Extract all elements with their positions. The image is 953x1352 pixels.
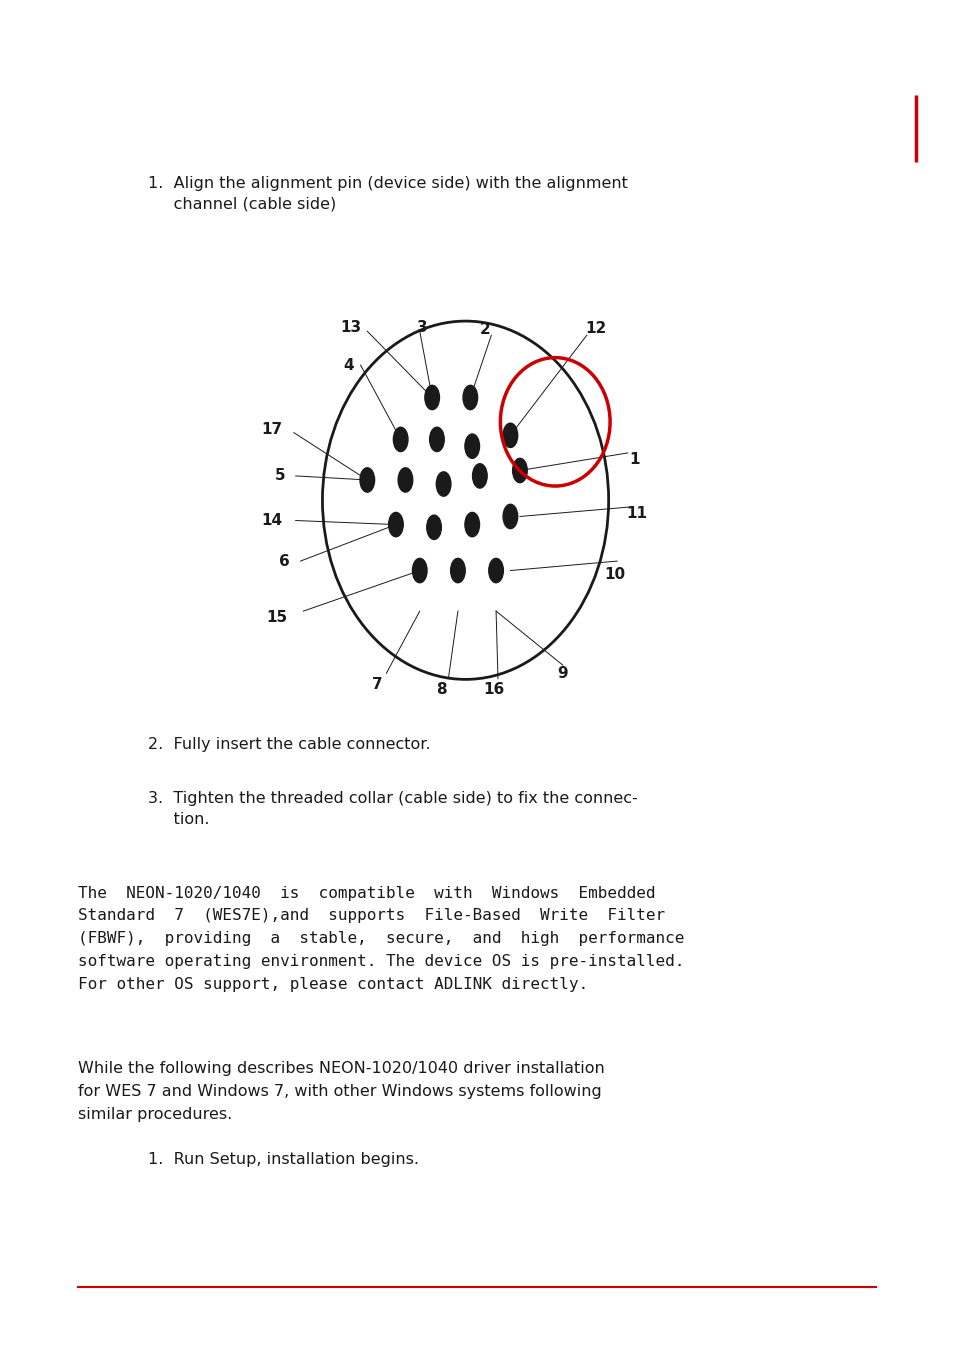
Text: 12: 12 <box>585 320 606 337</box>
Ellipse shape <box>388 512 403 537</box>
Text: 6: 6 <box>278 553 290 569</box>
Ellipse shape <box>397 468 413 492</box>
Ellipse shape <box>462 385 477 410</box>
Text: 9: 9 <box>557 665 568 681</box>
Text: 1.  Align the alignment pin (device side) with the alignment
     channel (cable: 1. Align the alignment pin (device side)… <box>148 176 627 212</box>
Ellipse shape <box>450 558 465 583</box>
Text: 1: 1 <box>628 452 639 468</box>
Text: 4: 4 <box>342 357 354 373</box>
Text: While the following describes NEON-1020/1040 driver installation
for WES 7 and W: While the following describes NEON-1020/… <box>78 1061 604 1122</box>
Ellipse shape <box>436 472 451 496</box>
Text: 2: 2 <box>478 322 490 338</box>
Text: 3: 3 <box>416 319 428 335</box>
Text: 17: 17 <box>261 422 282 438</box>
Ellipse shape <box>464 512 479 537</box>
Ellipse shape <box>426 515 441 539</box>
Ellipse shape <box>429 427 444 452</box>
Text: 1.  Run Setup, installation begins.: 1. Run Setup, installation begins. <box>148 1152 418 1167</box>
Text: 3.  Tighten the threaded collar (cable side) to fix the connec-
     tion.: 3. Tighten the threaded collar (cable si… <box>148 791 637 827</box>
Ellipse shape <box>424 385 439 410</box>
Text: 10: 10 <box>604 566 625 583</box>
Ellipse shape <box>502 423 517 448</box>
Text: The  NEON-1020/1040  is  compatible  with  Windows  Embedded
Standard  7  (WES7E: The NEON-1020/1040 is compatible with Wi… <box>78 886 684 992</box>
Ellipse shape <box>412 558 427 583</box>
Text: 14: 14 <box>261 512 282 529</box>
Ellipse shape <box>502 504 517 529</box>
Text: 15: 15 <box>266 610 287 626</box>
Ellipse shape <box>512 458 527 483</box>
Text: 5: 5 <box>274 468 286 484</box>
Ellipse shape <box>472 464 487 488</box>
Ellipse shape <box>359 468 375 492</box>
Ellipse shape <box>488 558 503 583</box>
Ellipse shape <box>464 434 479 458</box>
Text: 2.  Fully insert the cable connector.: 2. Fully insert the cable connector. <box>148 737 430 752</box>
Text: 16: 16 <box>483 681 504 698</box>
Text: 7: 7 <box>372 676 383 692</box>
Text: 13: 13 <box>340 319 361 335</box>
Ellipse shape <box>393 427 408 452</box>
Text: 8: 8 <box>436 681 447 698</box>
Text: 11: 11 <box>626 506 647 522</box>
